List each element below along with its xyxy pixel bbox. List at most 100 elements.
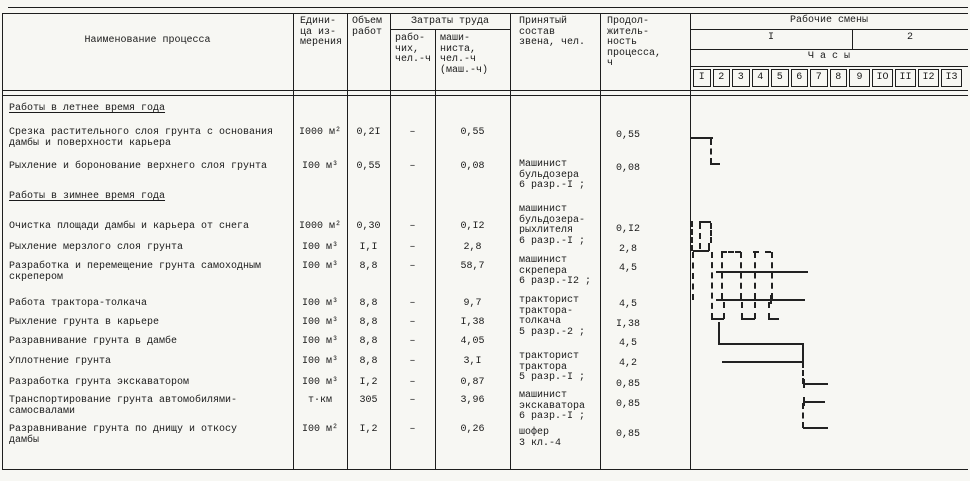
row-workers-hours: – (409, 161, 416, 172)
hour-cell: 2 (712, 69, 730, 87)
row-duration: 2,8 (618, 244, 637, 255)
gantt-bar-segment (690, 137, 713, 139)
row-process-name: Разработка и перемещение грунта самоходн… (9, 261, 262, 283)
row-machinist-hours: 0,87 (460, 377, 485, 388)
gantt-bar-segment (716, 271, 808, 273)
hour-cell: 8 (829, 69, 847, 87)
row-duration: 4,5 (618, 338, 637, 349)
gantt-bar-segment (741, 302, 743, 319)
gantt-bar-segment (718, 343, 803, 345)
row-unit: I00 м² (301, 424, 338, 435)
row-process-name: Разравнивание грунта в дамбе (9, 336, 178, 347)
gantt-bar-segment (716, 299, 805, 301)
gantt-bar-segment (721, 251, 741, 253)
gantt-bar-segment (711, 318, 724, 320)
crew-entry: шофер 3 кл.-4 (519, 427, 562, 449)
row-process-name: Транспортирование грунта автомобилями- с… (9, 395, 238, 417)
row-workers-hours: – (409, 242, 416, 253)
row-duration: 4,5 (618, 263, 637, 274)
row-machinist-hours: 9,7 (463, 298, 482, 309)
row-workers-hours: – (409, 221, 416, 232)
row-workers-hours: – (409, 298, 416, 309)
row-workers-hours: – (409, 336, 416, 347)
row-volume: 8,8 (359, 317, 378, 328)
hour-cell: 9 (849, 69, 870, 87)
gantt-bar-segment (753, 251, 771, 253)
row-workers-hours: – (409, 377, 416, 388)
gantt-bar-segment (711, 252, 713, 319)
row-machinist-hours: 0,I2 (460, 221, 485, 232)
gantt-bar-segment (802, 403, 804, 428)
section-header: Работы в летнее время года (9, 103, 166, 114)
gantt-bar-segment (803, 383, 828, 385)
col-header-unit: Едини- ца из- мерения (300, 16, 343, 48)
gantt-bar-segment (692, 252, 694, 300)
gantt-bar-segment (722, 361, 802, 363)
col-header-crew: Принятый состав звена, чел. (519, 16, 586, 48)
crew-entry: Машинист бульдозера 6 разр.-I ; (519, 159, 586, 191)
row-machinist-hours: 3,I (463, 356, 482, 367)
gantt-bar-segment (721, 252, 723, 299)
gantt-bar-segment (768, 318, 779, 320)
col-header-shifts: Рабочие смены (789, 15, 868, 26)
row-process-name: Рыхление мерзлого слоя грунта (9, 242, 184, 253)
gantt-bar-segment (708, 243, 710, 251)
gantt-bar-segment (768, 302, 770, 319)
gantt-bar-segment (710, 139, 712, 164)
row-workers-hours: – (409, 356, 416, 367)
row-process-name: Разравнивание грунта по днищу и откосу д… (9, 424, 238, 446)
hour-cell: 7 (810, 69, 828, 87)
col-header-process-name: Наименование процесса (84, 35, 211, 46)
gantt-bar-segment (718, 322, 720, 344)
row-process-name: Срезка растительного слоя грунта с основ… (9, 127, 274, 149)
gantt-bar-segment (754, 252, 756, 299)
hour-cell: 6 (790, 69, 808, 87)
row-process-name: Разработка грунта экскаватором (9, 377, 190, 388)
row-unit: I00 м³ (301, 356, 338, 367)
col-header-duration: Продол- житель- ность процесса, ч (607, 16, 662, 69)
row-unit: I00 м³ (301, 242, 338, 253)
gantt-bar-segment (803, 427, 828, 429)
gantt-bar-segment (754, 302, 756, 319)
row-duration: 4,5 (618, 299, 637, 310)
crew-entry: машинист экскаватора 6 разр.-I ; (519, 390, 586, 422)
gantt-bar-segment (693, 250, 709, 252)
gantt-bar-segment (770, 295, 772, 304)
row-process-name: Рыхление и боронование верхнего слоя гру… (9, 161, 268, 172)
gantt-bar-segment (699, 223, 701, 249)
row-unit: I000 м² (298, 221, 341, 232)
row-duration: 0,I2 (615, 224, 640, 235)
shift-2-label: 2 (906, 32, 913, 43)
row-machinist-hours: 58,7 (460, 261, 485, 272)
row-volume: 305 (359, 395, 378, 406)
row-workers-hours: – (409, 424, 416, 435)
row-duration: 0,85 (615, 429, 640, 440)
row-volume: 8,8 (359, 261, 378, 272)
row-duration: 0,85 (615, 379, 640, 390)
row-unit: I00 м³ (301, 298, 338, 309)
col-header-labor: Затраты труда (410, 16, 489, 27)
hour-cell: IO (872, 69, 893, 87)
hour-cell: I (693, 69, 711, 87)
row-volume: 8,8 (359, 356, 378, 367)
row-duration: I,38 (615, 319, 640, 330)
gantt-bar-segment (710, 223, 712, 243)
row-workers-hours: – (409, 127, 416, 138)
gantt-bar-segment (710, 163, 720, 165)
row-process-name: Очистка площади дамбы и карьера от снега (9, 221, 250, 232)
gantt-bar-segment (740, 252, 742, 299)
section-header: Работы в зимнее время года (9, 191, 166, 202)
row-unit: I00 м³ (301, 161, 338, 172)
hours-label: Ч а с ы (807, 51, 850, 62)
row-unit: I000 м² (298, 127, 341, 138)
row-volume: I,2 (359, 424, 378, 435)
gantt-bar-segment (803, 401, 825, 403)
hour-cell: 3 (732, 69, 750, 87)
hour-cell: I2 (918, 69, 939, 87)
row-duration: 0,55 (615, 130, 640, 141)
row-machinist-hours: 4,05 (460, 336, 485, 347)
row-duration: 0,08 (615, 163, 640, 174)
hour-cell: 4 (751, 69, 769, 87)
row-machinist-hours: 0,26 (460, 424, 485, 435)
